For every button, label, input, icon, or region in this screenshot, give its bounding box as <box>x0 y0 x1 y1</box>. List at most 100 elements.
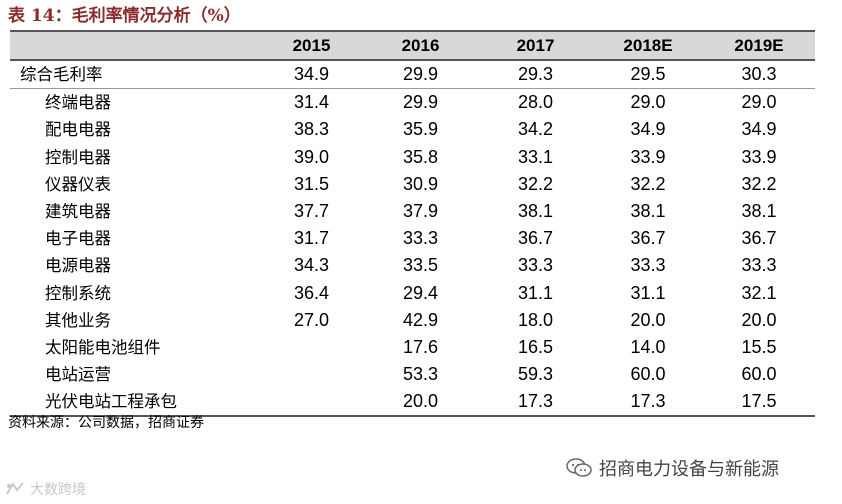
header-cell: 2017 <box>516 36 555 55</box>
header-cell <box>10 32 260 59</box>
table-cell: 29.4 <box>402 282 439 303</box>
table-cell: 17.3 <box>630 391 666 412</box>
row-label: 终端电器 <box>45 93 111 113</box>
table-cell: 34.9 <box>741 119 777 140</box>
row-label: 电站运营 <box>45 365 111 385</box>
table-cell: 31.1 <box>517 282 554 303</box>
table-row: 光伏电站工程承包 20.0 17.3 17.3 17.5 <box>10 388 815 415</box>
header-cell: 2019E <box>734 36 784 55</box>
watermark-text: 招商电力设备与新能源 <box>599 459 779 480</box>
table-cell: 34.2 <box>517 119 554 140</box>
table-cell: 36.7 <box>741 228 777 249</box>
table-cell: 32.2 <box>630 173 666 194</box>
table-cell: 31.4 <box>293 92 330 113</box>
table-cell: 32.1 <box>741 282 777 303</box>
table-cell: 36.7 <box>517 228 554 249</box>
table-cell: 29.5 <box>630 64 666 84</box>
table-cell: 17.5 <box>741 391 777 412</box>
table-cell: 31.5 <box>293 173 330 194</box>
source-note: 资料来源：公司数据，招商证券 <box>8 415 204 431</box>
table-cell: 38.1 <box>741 200 777 221</box>
header-cell: 2018E <box>623 36 673 55</box>
sub-rows-group: 终端电器 31.4 29.9 28.0 29.0 29.0 配电电器 38.3 … <box>10 89 815 418</box>
table-row: 综合毛利率 34.9 29.9 29.3 29.5 30.3 <box>10 61 815 90</box>
table-cell: 32.2 <box>517 173 554 194</box>
table-cell: 32.2 <box>741 173 777 194</box>
table-header: 2015 2016 2017 2018E 2019E <box>10 30 815 61</box>
table-cell: 33.3 <box>402 228 439 249</box>
row-label: 电子电器 <box>45 229 111 249</box>
table-cell <box>260 334 363 361</box>
header-cell: 2015 <box>292 36 331 55</box>
row-label: 配电电器 <box>45 120 111 140</box>
table-row: 其他业务 27.0 42.9 18.0 20.0 20.0 <box>10 307 815 334</box>
table-cell: 20.0 <box>741 309 777 330</box>
row-label: 控制系统 <box>45 283 111 303</box>
table-title: 表 14：毛利率情况分析（%） <box>8 6 241 26</box>
table-cell: 33.3 <box>741 255 777 276</box>
table-cell: 29.3 <box>517 64 554 84</box>
table-cell: 33.3 <box>517 255 554 276</box>
table-cell: 17.3 <box>517 391 554 412</box>
table-cell: 29.9 <box>402 64 439 84</box>
table-row: 控制系统 36.4 29.4 31.1 31.1 32.1 <box>10 280 815 307</box>
row-label: 其他业务 <box>45 310 111 330</box>
table-cell: 38.1 <box>517 200 554 221</box>
table-cell: 38.3 <box>293 119 330 140</box>
table-cell: 30.9 <box>402 173 439 194</box>
table-cell: 31.1 <box>630 282 666 303</box>
table-cell: 34.9 <box>293 64 330 84</box>
table-cell: 34.3 <box>293 255 330 276</box>
table-cell: 37.7 <box>293 200 330 221</box>
table-cell: 53.3 <box>402 364 439 385</box>
table-row: 配电电器 38.3 35.9 34.2 34.9 34.9 <box>10 116 815 143</box>
row-label: 综合毛利率 <box>20 65 103 84</box>
table-cell: 36.7 <box>630 228 666 249</box>
table-cell: 33.1 <box>517 146 554 167</box>
table-row: 建筑电器 37.7 37.9 38.1 38.1 38.1 <box>10 198 815 225</box>
table-cell: 14.0 <box>630 336 666 357</box>
table-cell <box>260 388 363 415</box>
table-cell: 59.3 <box>517 364 554 385</box>
table-cell: 30.3 <box>741 64 777 84</box>
table-cell: 35.8 <box>402 146 439 167</box>
gross-margin-table: 2015 2016 2017 2018E 2019E 综合毛利率 34.9 29… <box>10 30 815 418</box>
table-cell: 27.0 <box>293 309 330 330</box>
table-cell: 16.5 <box>517 336 554 357</box>
table-row: 终端电器 31.4 29.9 28.0 29.0 29.0 <box>10 89 815 116</box>
table-cell: 15.5 <box>741 336 777 357</box>
table-cell: 33.9 <box>741 146 777 167</box>
table-cell: 35.9 <box>402 119 439 140</box>
table-cell: 29.0 <box>630 92 666 113</box>
table-cell <box>260 361 363 388</box>
row-label: 控制电器 <box>45 147 111 167</box>
table-cell: 28.0 <box>517 92 554 113</box>
table-cell: 29.0 <box>741 92 777 113</box>
table-row: 仪器仪表 31.5 30.9 32.2 32.2 32.2 <box>10 171 815 198</box>
table-cell: 33.5 <box>402 255 439 276</box>
table-cell: 37.9 <box>402 200 439 221</box>
table-cell: 29.9 <box>402 92 439 113</box>
table-row: 电源电器 34.3 33.5 33.3 33.3 33.3 <box>10 252 815 279</box>
table-row: 电子电器 31.7 33.3 36.7 36.7 36.7 <box>10 225 815 252</box>
logo-icon <box>6 482 24 495</box>
row-label: 建筑电器 <box>45 201 111 221</box>
row-label: 光伏电站工程承包 <box>45 392 177 412</box>
logo-watermark: 大数跨境 <box>4 478 86 500</box>
row-label: 电源电器 <box>45 256 111 276</box>
table-cell: 33.3 <box>630 255 666 276</box>
logo-text: 大数跨境 <box>30 482 86 498</box>
table-row: 电站运营 53.3 59.3 60.0 60.0 <box>10 361 815 388</box>
wechat-icon <box>566 458 592 477</box>
table-cell: 38.1 <box>630 200 666 221</box>
row-label: 仪器仪表 <box>45 174 111 194</box>
table-cell: 33.9 <box>630 146 666 167</box>
table-cell: 60.0 <box>630 364 666 385</box>
header-cell: 2016 <box>401 36 440 55</box>
table-row: 控制电器 39.0 35.8 33.1 33.9 33.9 <box>10 144 815 171</box>
table-cell: 39.0 <box>293 146 330 167</box>
wechat-watermark: 招商电力设备与新能源 <box>565 455 779 481</box>
table-cell: 60.0 <box>741 364 777 385</box>
table-cell: 36.4 <box>293 282 330 303</box>
table-row: 太阳能电池组件 17.6 16.5 14.0 15.5 <box>10 334 815 361</box>
